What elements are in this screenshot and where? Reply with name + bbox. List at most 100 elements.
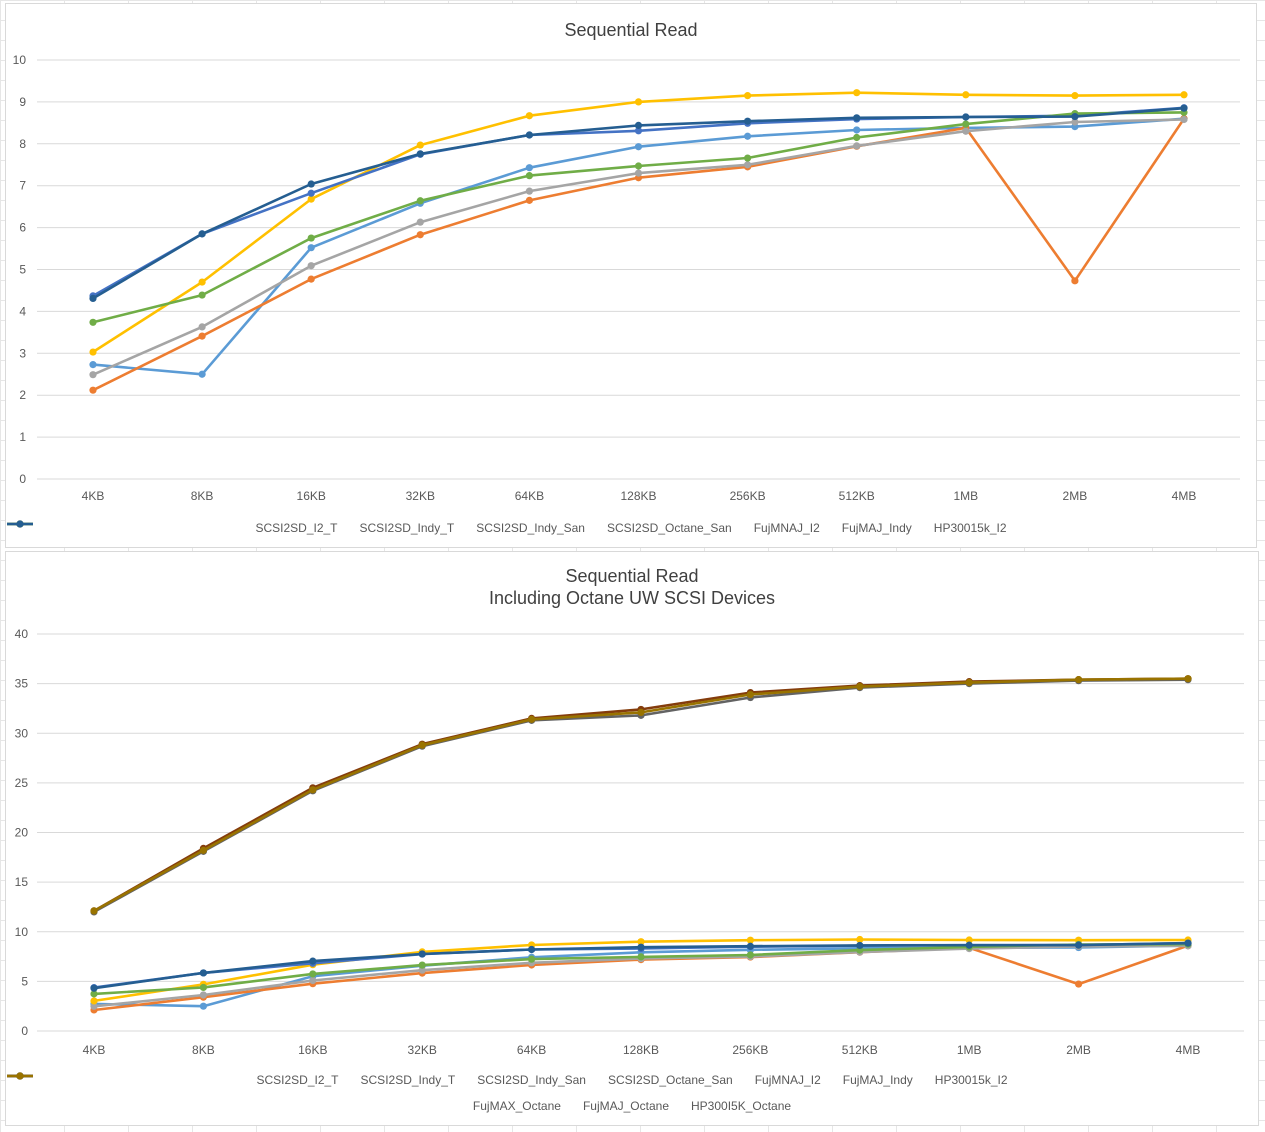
- chart-legend: SCSI2SD_I2_T SCSI2SD_Indy_T SCSI2SD_Indy_S…: [6, 1071, 1258, 1115]
- x-tick-label: 2MB: [1066, 1043, 1091, 1057]
- data-point: [744, 132, 752, 140]
- data-point: [856, 683, 864, 691]
- legend-label: FujMAJ_Indy: [842, 1073, 913, 1087]
- data-point: [746, 942, 755, 950]
- y-tick-label: 9: [19, 95, 26, 109]
- legend-item: HP300I5K_Octane: [7, 1072, 791, 1115]
- x-tick-label: 1MB: [953, 489, 978, 503]
- y-tick-label: 2: [19, 388, 26, 402]
- data-point: [309, 976, 317, 985]
- data-point: [89, 386, 97, 394]
- data-point: [90, 1002, 98, 1010]
- legend-label: FujMNAJ_I2: [754, 1073, 821, 1087]
- data-point: [1075, 941, 1083, 949]
- legend-line-icon: [7, 1072, 33, 1080]
- data-point: [1075, 676, 1083, 684]
- legend-label: FujMAJ_Indy: [841, 521, 912, 535]
- data-point: [746, 936, 755, 944]
- data-point: [90, 997, 98, 1005]
- chart-title: Sequential Read: [564, 20, 698, 40]
- data-point: [525, 131, 534, 139]
- y-tick-label: 10: [13, 53, 27, 67]
- data-point: [89, 348, 97, 356]
- y-tick-label: 5: [21, 974, 28, 988]
- x-tick-label: 4MB: [1172, 489, 1197, 503]
- legend-item: FujMNAJ_I2: [7, 1071, 821, 1089]
- y-tick-label: 30: [15, 726, 29, 740]
- data-point: [637, 953, 645, 961]
- data-point: [89, 318, 97, 326]
- chart-subtitle: Including Octane UW SCSI Devices: [488, 588, 776, 608]
- data-point: [856, 941, 864, 950]
- data-point: [634, 98, 643, 106]
- data-point: [1071, 92, 1079, 100]
- data-point: [637, 708, 645, 717]
- data-point: [746, 951, 755, 959]
- legend-item: SCSI2SD_I2_T: [7, 1071, 339, 1089]
- data-point: [307, 244, 315, 252]
- data-point: [744, 117, 752, 125]
- data-point: [1071, 112, 1079, 121]
- x-tick-label: 64KB: [515, 489, 544, 503]
- data-point: [853, 133, 861, 142]
- data-point: [198, 323, 206, 331]
- data-point: [418, 961, 426, 969]
- data-point: [962, 113, 970, 121]
- data-point: [525, 172, 534, 180]
- chart-sequential-read-octane[interactable]: 0 5 10 15 20 25 30 35 40 4KB 8KB 16KB 32KB 64KB 128KB 2…: [5, 551, 1259, 1126]
- y-tick-label: 20: [15, 826, 29, 840]
- data-point: [307, 275, 315, 283]
- data-point: [199, 1002, 207, 1010]
- chart-title-block: Sequential Read Including Octane UW SCSI…: [6, 565, 1258, 609]
- data-point: [856, 935, 864, 944]
- data-point: [1180, 115, 1188, 124]
- y-tick-label: 25: [15, 776, 29, 790]
- legend-label: SCSI2SD_Octane_San: [606, 521, 732, 535]
- legend-item: FujMAJ_Indy: [7, 1071, 913, 1089]
- y-tick-label: 5: [19, 263, 26, 277]
- data-point: [1075, 980, 1083, 988]
- data-point: [525, 196, 534, 204]
- data-point: [307, 234, 315, 242]
- legend-item: HP30015k_I2: [7, 519, 1007, 537]
- data-point: [634, 143, 643, 151]
- y-tick-label: 6: [19, 221, 26, 235]
- data-point: [1184, 675, 1192, 683]
- x-tick-label: 32KB: [408, 1043, 437, 1057]
- data-point: [1184, 939, 1192, 947]
- data-point: [416, 218, 424, 226]
- data-point: [309, 957, 317, 965]
- chart-sequential-read[interactable]: 0 1 2 3 4 5 6 7 8 9 10 4KB 8KB 16KB 32KB 64KB 128KB 256KB…: [5, 3, 1257, 548]
- y-tick-label: 10: [15, 925, 29, 939]
- data-point: [746, 690, 755, 699]
- chart-plot-area: 0 1 2 3 4 5 6 7 8 9 10 4KB 8KB 16KB 32KB 64KB 128KB 256KB…: [13, 53, 1240, 503]
- data-point: [198, 332, 206, 340]
- legend-label: SCSI2SD_Indy_San: [477, 1073, 586, 1087]
- legend-label: SCSI2SD_Indy_San: [476, 521, 585, 535]
- y-tick-label: 7: [19, 179, 26, 193]
- legend-label: SCSI2SD_Octane_San: [607, 1073, 733, 1087]
- data-point: [1180, 91, 1188, 99]
- data-point: [853, 89, 861, 97]
- y-tick-label: 35: [15, 677, 29, 691]
- legend-label: SCSI2SD_Indy_T: [360, 1073, 456, 1087]
- legend-item: SCSI2SD_Octane_San: [7, 519, 732, 537]
- legend-item: FujMAJ_Octane: [7, 1072, 669, 1115]
- data-point: [416, 197, 424, 205]
- data-point: [89, 361, 97, 369]
- data-point: [962, 91, 970, 99]
- data-point: [307, 195, 315, 203]
- legend-item: FujMNAJ_I2: [7, 519, 820, 537]
- data-point: [198, 370, 206, 378]
- data-point: [199, 969, 207, 977]
- data-point: [307, 180, 315, 188]
- data-point: [962, 127, 970, 135]
- legend-item: FujMAJ_Indy: [7, 519, 912, 537]
- series-line: [91, 117, 1186, 376]
- data-point: [634, 169, 643, 177]
- data-point: [525, 112, 534, 120]
- data-point: [965, 936, 973, 944]
- legend-item: FujMAX_Octane: [7, 1072, 561, 1115]
- x-tick-label: 256KB: [730, 489, 766, 503]
- data-point: [853, 142, 861, 150]
